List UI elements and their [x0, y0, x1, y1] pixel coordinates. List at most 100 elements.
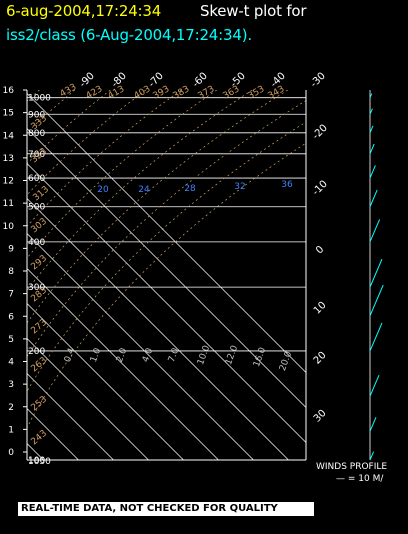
height-label: 16	[3, 86, 15, 96]
mixing-ratio-label: 36	[281, 180, 293, 190]
wind-barb	[369, 451, 375, 461]
wind-barb	[369, 125, 374, 133]
height-label: 3	[8, 380, 14, 390]
wind-barb	[369, 143, 375, 154]
dry-adiabat-label: 263	[30, 356, 50, 375]
isotherm-right-label: 0	[314, 244, 326, 256]
dry-adiabat-line	[27, 90, 111, 165]
winds-profile-title: WINDS PROFILE	[316, 462, 388, 472]
isotherm-right-label: 30	[312, 408, 329, 425]
isotherm-line	[0, 90, 9, 460]
dry-adiabat-line	[27, 90, 288, 324]
wind-barb	[369, 108, 373, 115]
wind-barb	[369, 258, 383, 288]
isotherm-line	[27, 198, 289, 460]
dry-adiabat-label: 433	[59, 82, 79, 99]
dry-adiabat-line	[0, 90, 4, 460]
pressure-label: 500	[28, 203, 45, 213]
dry-adiabat-label: 253	[30, 395, 50, 414]
wind-barb	[369, 219, 381, 243]
isotherm-line	[27, 373, 114, 460]
height-label: 11	[3, 199, 14, 209]
pressure-label: 700	[28, 150, 45, 160]
isotherm-top-label: -30	[309, 71, 328, 90]
isotherm-line	[27, 268, 219, 460]
mixing-ratio-label: 20	[97, 185, 109, 195]
dry-adiabat-label: 403	[133, 84, 153, 101]
wind-barb	[369, 284, 384, 317]
height-label: 6	[8, 312, 14, 322]
pressure-label: 1000	[28, 94, 51, 104]
height-label: 0	[8, 448, 14, 458]
isotherm-right-label: -20	[311, 123, 330, 142]
height-label: 2	[8, 403, 14, 413]
mixing-ratio-label: 32	[234, 182, 245, 192]
dry-adiabat-line	[27, 90, 253, 291]
isotherm-right-label: 10	[312, 300, 329, 317]
dry-adiabat-label: 303	[30, 217, 50, 236]
pressure-label: 1050	[28, 457, 51, 467]
saturated-adiabat-label: 10.0	[196, 344, 212, 367]
wind-barb	[369, 189, 378, 207]
dry-adiabat-label: 413	[107, 84, 127, 101]
dry-adiabat-label: 353	[247, 84, 267, 101]
header-subtitle: iss2/class (6-Aug-2004,17:24:34).	[6, 26, 252, 44]
isotherm-line	[27, 163, 306, 443]
pressure-label: 900	[28, 110, 45, 120]
dry-adiabat-line	[27, 142, 306, 429]
height-label: 15	[3, 109, 14, 119]
pressure-label: 800	[28, 129, 45, 139]
dry-adiabat-label: 273	[30, 318, 50, 337]
height-label: 9	[8, 244, 14, 254]
height-label: 1	[8, 425, 14, 435]
height-label: 5	[8, 335, 14, 345]
isotherm-line	[27, 233, 254, 460]
saturated-adiabat-label: 12.0	[224, 344, 240, 367]
pressure-label: 200	[28, 347, 45, 357]
saturated-adiabat-label: 1.0	[89, 347, 103, 364]
pressure-label: 600	[28, 174, 45, 184]
mixing-ratio-label: 28	[184, 184, 196, 194]
wind-barb	[369, 417, 377, 432]
wind-barb	[369, 322, 383, 352]
dry-adiabat-label: 243	[30, 429, 50, 448]
pressure-label: 100	[28, 456, 45, 466]
mixing-ratio-label: 24	[138, 185, 150, 195]
saturated-adiabat-label: 16.0	[252, 346, 268, 369]
winds-profile-scale: — = 10 M/	[336, 474, 384, 484]
isotherm-line	[27, 93, 306, 373]
dry-adiabat-label: 343	[267, 84, 287, 101]
height-label: 13	[3, 154, 14, 164]
isotherm-line	[27, 128, 306, 408]
wind-barb	[369, 93, 373, 98]
saturated-adiabat-label: 2.0	[115, 347, 129, 364]
isotherm-right-label: -10	[311, 179, 330, 198]
height-label: 12	[3, 177, 14, 187]
isotherm-right-label: 20	[312, 350, 329, 367]
isotherm-line	[27, 338, 149, 460]
header-time: 6-aug-2004,17:24:34	[6, 2, 162, 20]
isotherm-line	[27, 303, 184, 460]
pressure-label: 400	[28, 238, 45, 248]
wind-barb	[369, 165, 376, 179]
dry-adiabat-label: 383	[172, 84, 192, 101]
height-label: 4	[8, 358, 14, 368]
pressure-label: 300	[28, 283, 45, 293]
saturated-adiabat-label: 0.4	[63, 347, 77, 364]
dry-adiabat-label: 313	[32, 185, 52, 204]
height-label: 7	[8, 290, 14, 300]
height-label: 14	[3, 131, 15, 141]
dry-adiabat-line	[27, 121, 306, 393]
dry-adiabat-line	[27, 90, 147, 196]
wind-barb	[369, 375, 380, 397]
height-label: 8	[8, 267, 14, 277]
height-label: 10	[3, 222, 15, 232]
header-title: Skew-t plot for	[200, 2, 307, 20]
saturated-adiabat-label: 7.0	[167, 347, 181, 364]
quality-disclaimer: REAL-TIME DATA, NOT CHECKED FOR QUALITY	[18, 502, 314, 516]
plot-area	[0, 90, 306, 460]
dry-adiabat-line	[27, 100, 306, 358]
dry-adiabat-label: 293	[30, 254, 50, 273]
saturated-adiabat-label: 4.0	[141, 347, 155, 364]
